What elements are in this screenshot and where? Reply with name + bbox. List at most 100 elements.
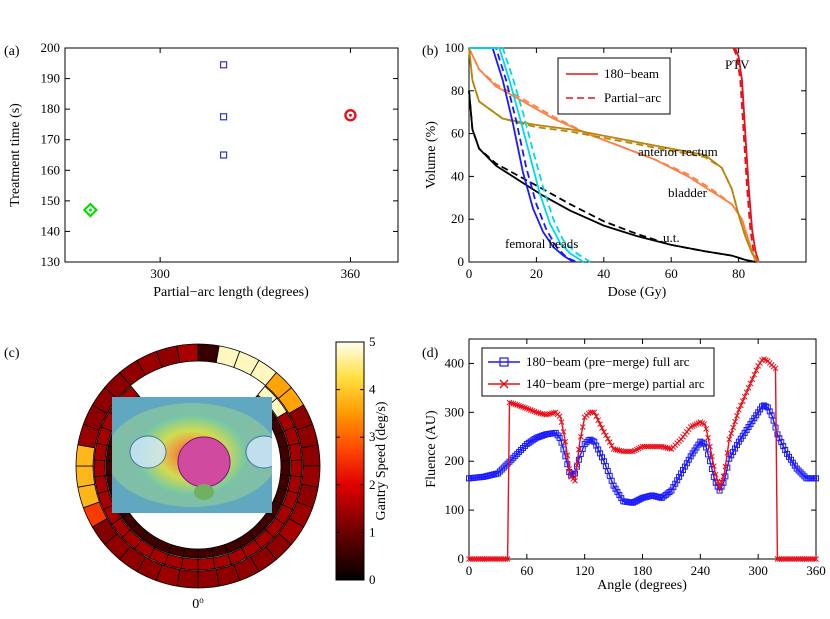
fluence-marker-x bbox=[516, 402, 522, 409]
point-blue-square-1 bbox=[219, 61, 228, 69]
middle-ring-segment bbox=[94, 475, 109, 494]
panel-b-y-ticks: 0 20 40 60 80 100 bbox=[445, 40, 806, 269]
fluence-marker-square bbox=[599, 454, 606, 461]
fluence-marker-square bbox=[614, 488, 621, 495]
fluence-marker-x bbox=[745, 385, 752, 391]
fluence-marker-square bbox=[618, 495, 625, 502]
fluence-marker-x bbox=[709, 453, 715, 460]
fluence-marker-square bbox=[629, 499, 636, 506]
fluence-marker-square bbox=[730, 448, 737, 455]
fluence-marker-x bbox=[599, 425, 605, 431]
fluence-marker-square bbox=[610, 482, 617, 489]
fluence-marker-square bbox=[732, 445, 739, 452]
fluence-marker-x bbox=[579, 424, 586, 430]
fluence-marker-square bbox=[537, 433, 544, 440]
panel-b-1-ytick-label: 20 bbox=[451, 211, 464, 226]
fluence-marker-square bbox=[728, 452, 735, 459]
fluence-marker-x bbox=[606, 439, 613, 446]
panel-a-points bbox=[82, 61, 357, 218]
colorbar-ticks: 0 1 2 3 4 5 bbox=[336, 334, 376, 587]
panel-a-0-ytick-label: 200 bbox=[41, 40, 61, 55]
fluence-marker-x bbox=[720, 473, 727, 480]
fluence-marker-square bbox=[801, 473, 808, 480]
panel-b-1-ytick-label: 80 bbox=[451, 83, 464, 98]
fluence-marker-square bbox=[581, 441, 588, 448]
fluence-marker-square bbox=[612, 485, 619, 492]
panel-a-x-label: Partial−arc length (degrees) bbox=[153, 285, 309, 300]
fluence-marker-square bbox=[635, 496, 642, 503]
dvh-anterior-rectum-partial-arc bbox=[468, 47, 760, 263]
panel-b-1-ytick-label: 60 bbox=[451, 126, 464, 141]
panel-b-lines bbox=[468, 47, 760, 263]
panel-a-0-ytick-label: 180 bbox=[41, 101, 61, 116]
inner-ring-segment bbox=[197, 547, 214, 559]
fluence-marker-square bbox=[759, 403, 766, 410]
ct-slice bbox=[112, 397, 272, 513]
panel-a-y-ticks: 130 140 150 160 170 180 190 200 bbox=[41, 40, 398, 269]
panel-d-x-ticks: 0 60 120 180 240 300 360 bbox=[466, 339, 826, 578]
fluence-marker-x bbox=[591, 409, 598, 416]
panel-b: (b) 0 20 40 60 80 100 0 20 40 60 80 180−beam Part… bbox=[422, 40, 807, 300]
fluence-marker-square bbox=[496, 468, 503, 475]
panel-d-3-xtick-label: 360 bbox=[806, 563, 826, 578]
panel-d-3-xtick-label: 0 bbox=[466, 563, 473, 578]
fluence-marker-square bbox=[514, 450, 521, 457]
fluence-marker-x bbox=[504, 556, 511, 562]
fluence-marker-square bbox=[679, 467, 686, 474]
outer-ring-segment bbox=[75, 444, 96, 467]
fluence-marker-square bbox=[683, 460, 690, 467]
panel-d-legend: 180−beam (pre−merge) full arc 140−beam (… bbox=[481, 347, 715, 397]
fluence-marker-x bbox=[811, 556, 817, 562]
fluence-marker-square bbox=[797, 469, 804, 476]
fluence-marker-square bbox=[633, 497, 640, 504]
fluence-marker-x bbox=[550, 409, 557, 416]
fluence-marker-x bbox=[703, 426, 709, 432]
fluence-marker-x bbox=[562, 438, 569, 445]
fluence-marker-x bbox=[730, 424, 736, 431]
gantry-speed-rings bbox=[75, 343, 321, 589]
legend-entry-partial-arc: Partial−arc bbox=[604, 90, 661, 105]
outer-ring-segment bbox=[75, 465, 96, 488]
fluence-marker-square bbox=[666, 489, 673, 496]
dvh-femoral-heads-cyan-partial-arc bbox=[469, 47, 591, 263]
fluence-marker-square bbox=[780, 443, 787, 450]
panel-d-3-xtick-label: 180 bbox=[633, 563, 653, 578]
fluence-marker-x bbox=[566, 466, 573, 472]
fluence-marker-square bbox=[762, 403, 769, 410]
fluence-marker-x bbox=[564, 452, 571, 459]
fluence-marker-square bbox=[587, 436, 594, 443]
panel-a-0-xtick-label: 360 bbox=[341, 266, 361, 281]
colorbar-tick-label: 0 bbox=[369, 572, 376, 587]
colorbar-tick-label: 5 bbox=[369, 334, 376, 349]
panel-b-y-label: Volume (%) bbox=[424, 121, 439, 189]
fluence-marker-square bbox=[494, 470, 501, 477]
panel-c: (c) bbox=[4, 334, 389, 612]
fluence-marker-x bbox=[739, 398, 746, 404]
zero-degree-label: 0o bbox=[192, 595, 204, 612]
point-red-circle bbox=[344, 109, 357, 122]
fluence-marker-square bbox=[793, 465, 800, 472]
panel-a-0-ytick-label: 190 bbox=[41, 71, 61, 86]
colorbar-tick-label: 3 bbox=[369, 429, 376, 444]
fluence-marker-x bbox=[576, 446, 582, 453]
fluence-marker-x bbox=[577, 433, 584, 440]
fluence-marker-x bbox=[701, 421, 708, 427]
middle-ring-segment bbox=[288, 442, 303, 462]
inner-ring-segment bbox=[278, 445, 291, 462]
panel-d-x-label: Angle (degrees) bbox=[597, 578, 687, 593]
panel-b-1-ytick-label: 100 bbox=[445, 40, 465, 55]
fluence-marker-square bbox=[672, 480, 679, 487]
fluence-marker-square bbox=[500, 464, 507, 471]
fluence-marker-square bbox=[733, 442, 740, 449]
rectum-contour bbox=[194, 484, 214, 500]
point-green-diamond bbox=[82, 202, 98, 218]
panel-b-x-label: Dose (Gy) bbox=[608, 285, 667, 300]
fluence-180-beam-full-arc-markers bbox=[466, 402, 819, 506]
fluence-marker-x bbox=[705, 434, 711, 441]
point-blue-square-2 bbox=[219, 113, 228, 121]
panel-d-3-xtick-label: 60 bbox=[520, 563, 533, 578]
panel-d-3-ytick-label: 300 bbox=[445, 404, 465, 419]
panel-d: (d) 0 100 200 300 400 0 60 120 180 240 300 360 180… bbox=[422, 338, 826, 593]
panel-d-lines bbox=[466, 356, 819, 562]
